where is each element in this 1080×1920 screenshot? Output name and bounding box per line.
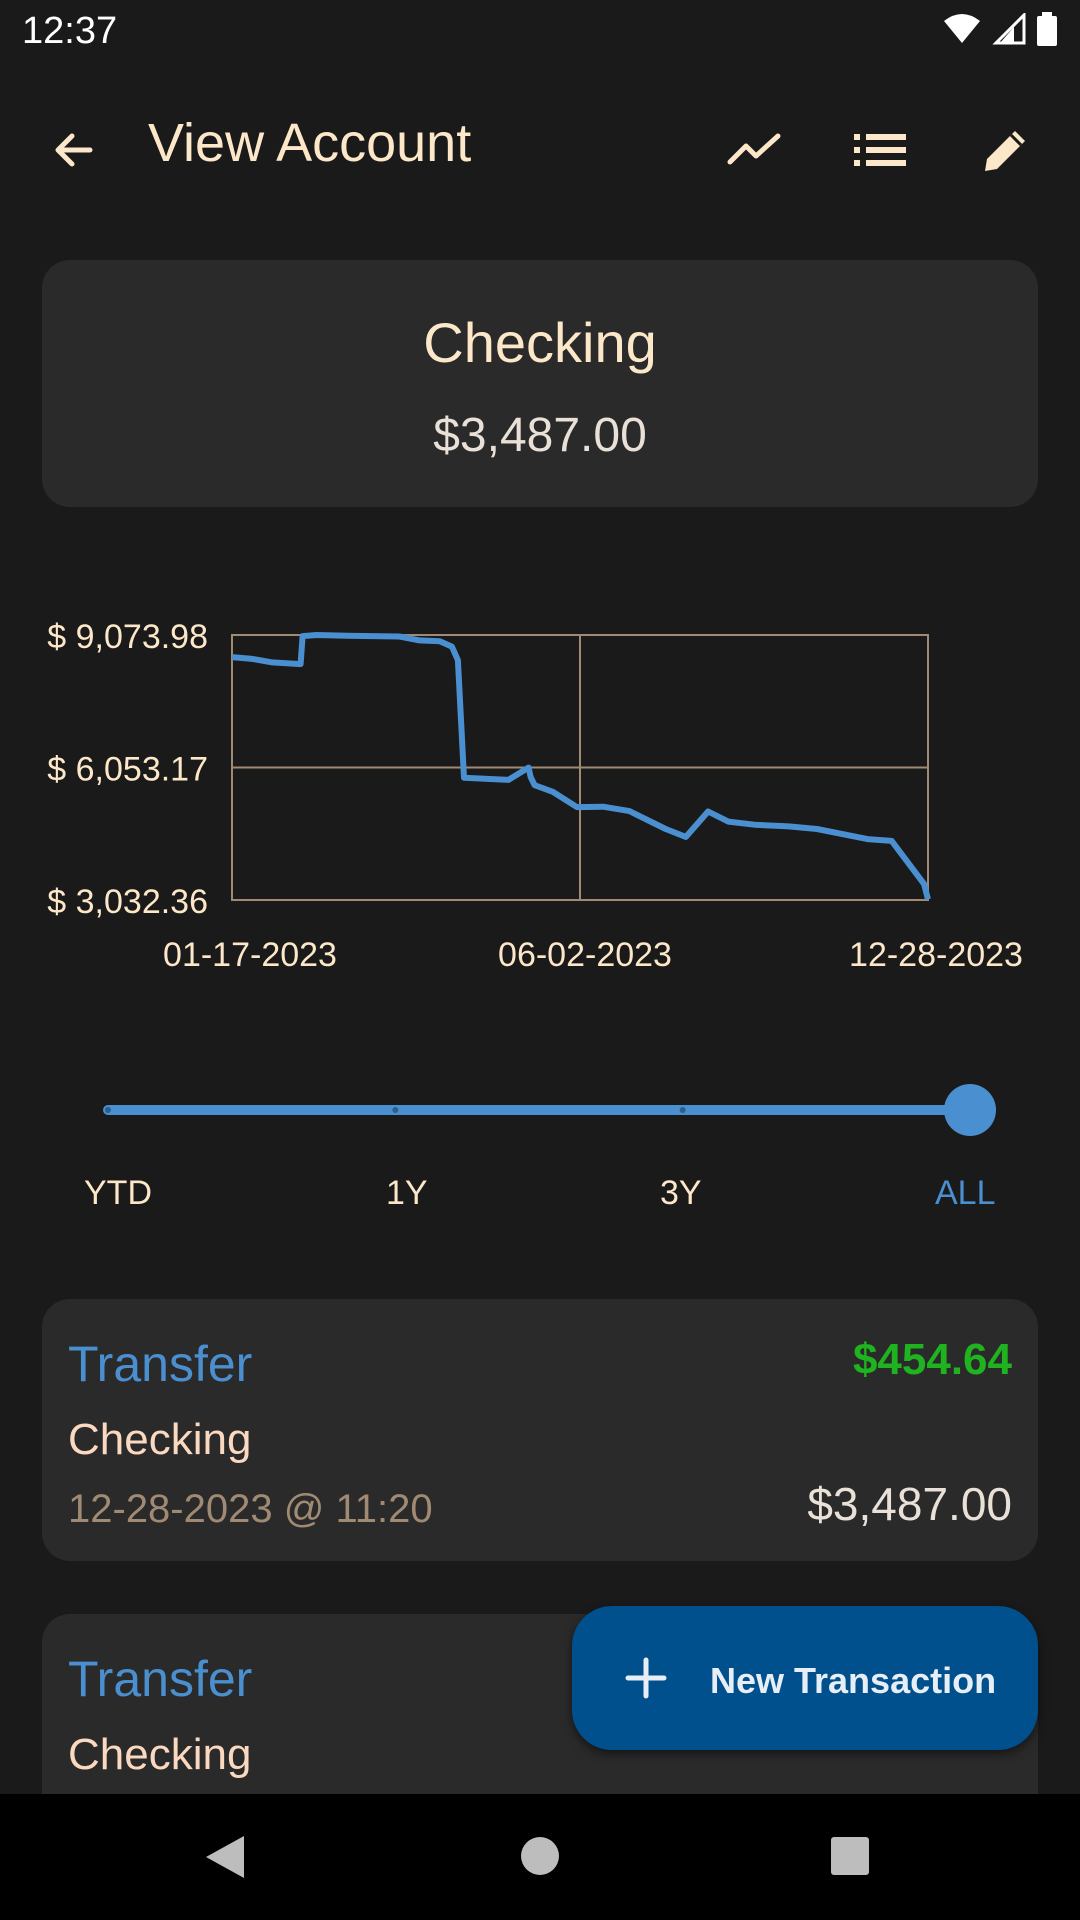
list-icon[interactable]: [850, 120, 910, 180]
app-bar: [0, 90, 1080, 210]
status-time: 12:37: [22, 10, 118, 52]
x-tick-label: 12-28-2023: [849, 936, 1023, 974]
x-tick-label: 01-17-2023: [163, 936, 337, 974]
range-option-3y[interactable]: 3Y: [660, 1174, 702, 1212]
x-tick-label: 06-02-2023: [498, 936, 672, 974]
page-title: View Account: [148, 113, 472, 173]
account-name: Checking: [423, 311, 657, 374]
slider-tick: [392, 1107, 399, 1113]
plus-icon: [624, 1656, 668, 1705]
new-transaction-button[interactable]: New Transaction: [572, 1606, 1038, 1750]
status-icons: [942, 11, 1058, 51]
transaction-card[interactable]: Transfer $454.64 Checking 12-28-2023 @ 1…: [42, 1299, 1038, 1561]
wifi-icon: [942, 13, 982, 50]
battery-icon: [1036, 12, 1058, 51]
range-option-all[interactable]: ALL: [935, 1174, 996, 1212]
range-option-1y[interactable]: 1Y: [386, 1174, 428, 1212]
transaction-datetime: 12-28-2023 @ 11:20: [68, 1487, 433, 1531]
home-nav-icon[interactable]: [520, 1836, 560, 1881]
slider-thumb[interactable]: [944, 1084, 996, 1136]
slider-tick: [679, 1107, 686, 1113]
balance-chart: $ 9,073.98 $ 6,053.17 $ 3,032.36 01-17-202…: [47, 618, 1023, 974]
system-nav-bar: [0, 1794, 1080, 1920]
y-tick-label: $ 9,073.98: [47, 618, 208, 656]
new-transaction-label: New Transaction: [710, 1660, 997, 1701]
y-tick-label: $ 3,032.36: [47, 883, 208, 921]
y-tick-label: $ 6,053.17: [47, 751, 208, 789]
range-slider[interactable]: [100, 1080, 1000, 1140]
recents-nav-icon[interactable]: [830, 1836, 870, 1881]
transaction-type: Transfer: [68, 1336, 253, 1392]
transaction-account: Checking: [68, 1730, 252, 1779]
balance-series-line: [231, 632, 931, 900]
account-summary-card: Checking $3,487.00: [42, 260, 1038, 507]
cell-signal-icon: [992, 11, 1026, 50]
account-balance: $3,487.00: [433, 409, 647, 462]
status-bar: 12:37: [0, 0, 1080, 64]
pencil-icon[interactable]: [976, 120, 1036, 180]
range-option-ytd[interactable]: YTD: [84, 1174, 152, 1212]
arrow-left-icon[interactable]: [44, 120, 104, 180]
transaction-balance-after: $3,487.00: [807, 1478, 1012, 1530]
trending-line-icon[interactable]: [724, 120, 784, 180]
slider-tick: [105, 1107, 111, 1113]
transaction-type: Transfer: [68, 1651, 253, 1707]
transaction-account: Checking: [68, 1415, 252, 1464]
back-nav-icon[interactable]: [204, 1834, 246, 1885]
transaction-amount: $454.64: [852, 1335, 1012, 1384]
